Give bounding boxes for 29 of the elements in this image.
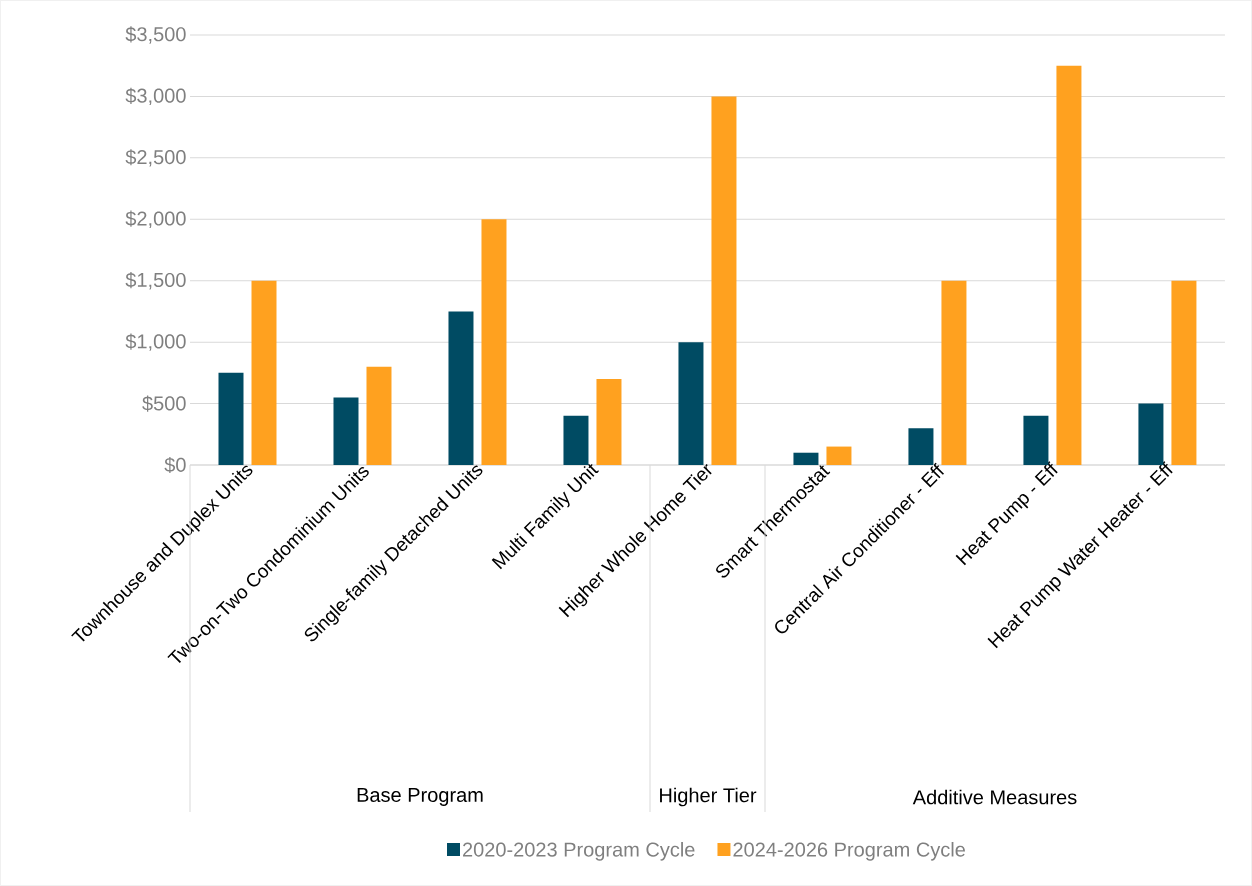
text: Additive Measures [912,789,1077,805]
y-tick-label: $1,000 [125,333,186,351]
bar [711,96,737,465]
legend-label: 2020-2023 Program Cycle [463,841,695,861]
bar [596,379,622,465]
bar [251,280,277,465]
bar [366,366,392,465]
bar [678,342,704,465]
bar [563,415,589,465]
bar [908,428,934,465]
y-tick-label: $3,000 [125,87,186,106]
bar [793,452,819,465]
y-tick-label: $500 [142,395,186,412]
text: Base Program [357,788,483,806]
bar [826,446,852,465]
bar [1171,280,1197,465]
bar [1056,65,1082,465]
legend-label: 2024-2026 Program Cycle [733,841,965,861]
bar [481,219,507,465]
bar [448,311,474,465]
bar [941,280,967,465]
y-tick-label: $3,500 [125,26,186,44]
bar [218,372,244,465]
y-tick-label: $2,500 [125,149,186,167]
bar [333,397,359,465]
y-tick-label: $0 [164,456,186,474]
text: Higher Tier [660,787,757,807]
y-tick-label: $2,000 [125,210,186,228]
y-tick-label: $1,500 [125,272,186,290]
